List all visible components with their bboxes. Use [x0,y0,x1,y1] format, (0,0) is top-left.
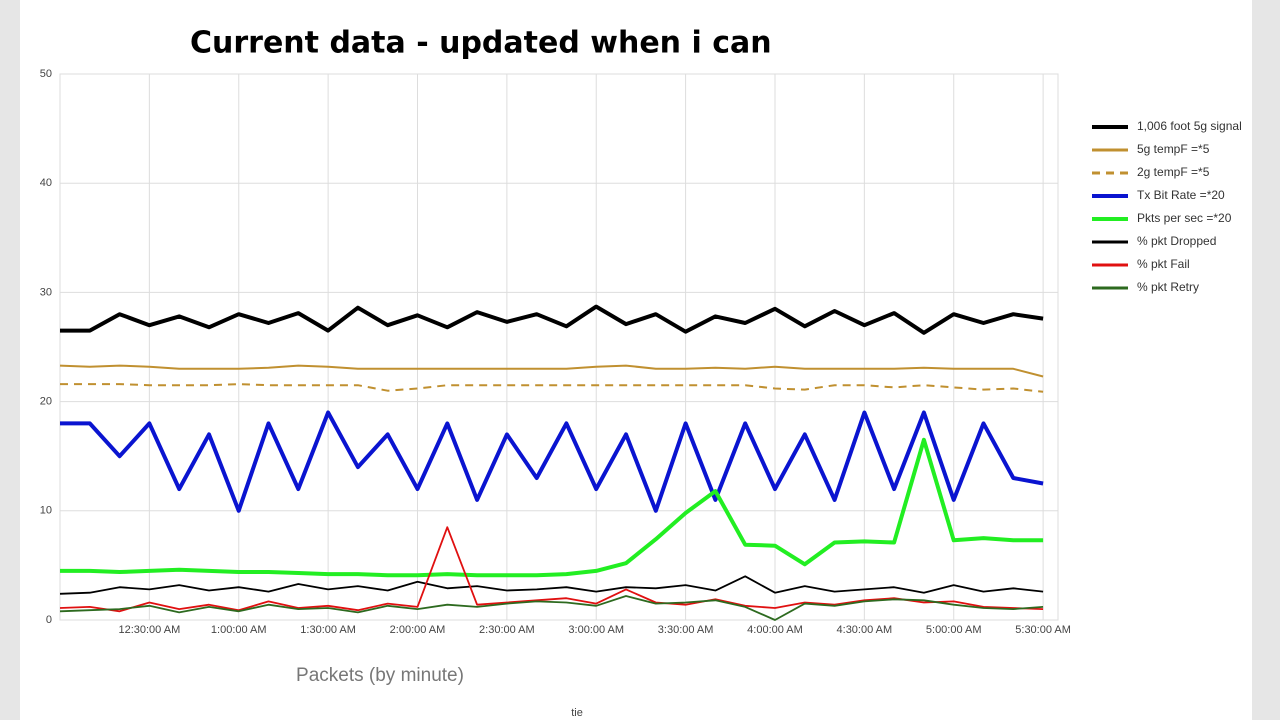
y-tick-label: 0 [46,614,52,626]
legend-label: 5g tempF =*5 [1137,142,1210,156]
frame-right [1252,0,1280,720]
series-line [59,526,1044,613]
plot-area [59,73,1059,621]
legend-label: % pkt Retry [1137,280,1199,294]
series-line [60,383,1044,393]
x-tick-label: 4:00:00 AM [747,624,803,636]
legend-label: Tx Bit Rate =*20 [1137,188,1225,202]
x-tick-label: 5:30:00 AM [1015,624,1071,636]
y-tick-label: 20 [40,396,52,408]
series-line [60,304,1044,335]
x-tick-label: 2:00:00 AM [390,624,446,636]
frame-left [0,0,20,720]
x-tick-label: 12:30:00 AM [118,624,180,636]
footer-text: tie [571,707,583,719]
y-tick-label: 30 [40,286,52,298]
y-tick-label: 50 [40,68,52,80]
x-tick-label: 4:30:00 AM [837,624,893,636]
x-tick-label: 2:30:00 AM [479,624,535,636]
x-tick-label: 1:30:00 AM [300,624,356,636]
legend-label: 1,006 foot 5g signal [1137,119,1242,133]
x-tick-label: 3:30:00 AM [658,624,714,636]
chart-title: Current data - updated when i can [190,26,772,61]
series-line [59,575,1044,595]
legend-label: 2g tempF =*5 [1137,165,1210,179]
legend-label: % pkt Dropped [1137,234,1216,248]
legend-label: Pkts per sec =*20 [1137,211,1232,225]
y-tick-label: 10 [40,505,52,517]
x-tick-label: 1:00:00 AM [211,624,267,636]
x-axis-label: Packets (by minute) [296,665,464,686]
x-tick-label: 5:00:00 AM [926,624,982,636]
x-tick-label: 3:00:00 AM [568,624,624,636]
series-line [59,595,1044,621]
series-line [60,437,1044,578]
y-tick-label: 40 [40,177,52,189]
series-line [59,364,1044,378]
series-line [60,410,1044,513]
legend-label: % pkt Fail [1137,257,1190,271]
